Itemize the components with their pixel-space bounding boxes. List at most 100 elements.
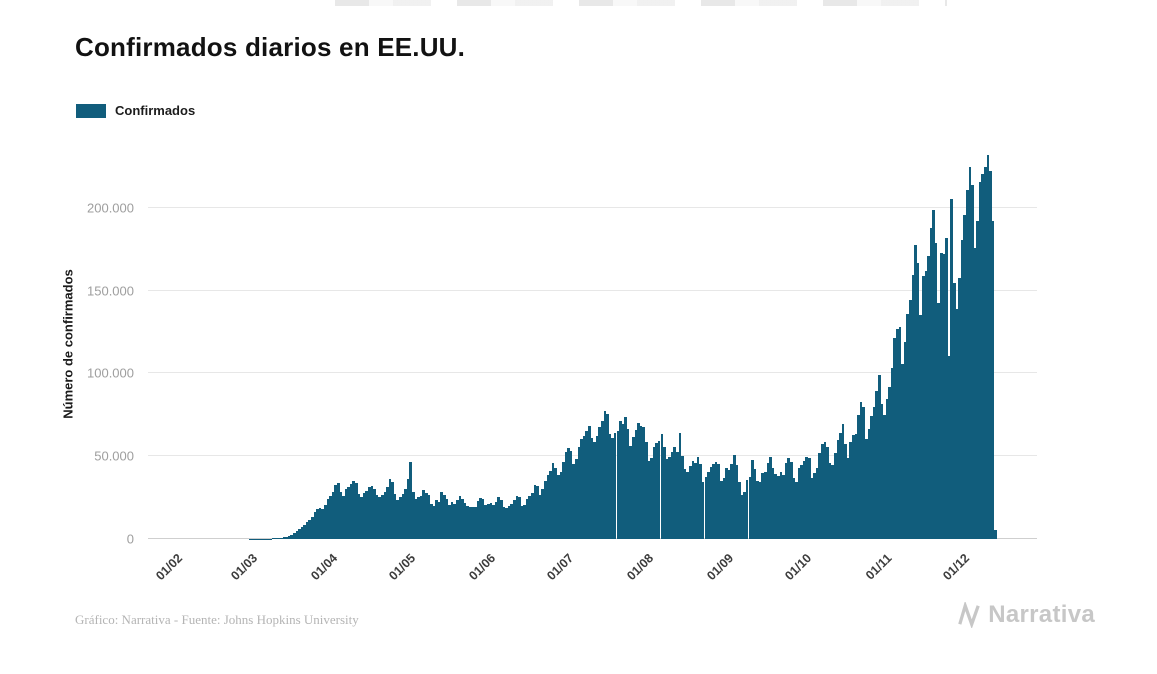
brand-logo: Narrativa (956, 601, 1095, 629)
bar (634, 430, 638, 539)
bar (303, 525, 306, 539)
bar (893, 337, 897, 539)
bar (810, 478, 814, 539)
bar (500, 499, 503, 539)
bar (691, 460, 695, 539)
bar (774, 474, 777, 539)
bar (613, 432, 617, 539)
bar (800, 465, 803, 539)
bar (681, 455, 684, 539)
bar (512, 500, 516, 539)
bar (743, 491, 746, 539)
bar (386, 486, 389, 539)
gridline (148, 206, 1037, 208)
bar (986, 155, 990, 539)
bar (665, 459, 669, 539)
bar (663, 447, 666, 539)
bar (676, 452, 679, 539)
bar (608, 434, 612, 539)
bar (849, 441, 853, 539)
bar (952, 282, 956, 539)
bar (567, 447, 570, 539)
bar (321, 508, 324, 539)
legend-label: Confirmados (115, 103, 196, 118)
bar (344, 489, 348, 539)
bar (497, 497, 500, 539)
bar (673, 446, 677, 539)
bar (776, 475, 780, 539)
bar (696, 457, 700, 539)
bar (528, 496, 532, 539)
bar (732, 455, 736, 539)
bar (476, 500, 480, 539)
bar (489, 503, 493, 539)
bar (823, 441, 827, 539)
bar (585, 430, 589, 539)
bar (362, 493, 366, 539)
bar (787, 457, 790, 539)
bar (588, 425, 591, 539)
bar (833, 452, 837, 539)
bar (955, 308, 959, 539)
bar (536, 485, 539, 539)
bar (577, 446, 581, 539)
bar (523, 505, 526, 539)
bar (769, 456, 772, 539)
bar (686, 471, 689, 539)
bar (624, 417, 627, 539)
bar (748, 476, 752, 539)
bar (456, 499, 459, 539)
bar (404, 489, 407, 539)
bar (714, 461, 718, 539)
bar (921, 276, 925, 539)
bar (971, 185, 974, 539)
bar (753, 469, 757, 539)
y-tick-label: 200.000 (87, 200, 134, 216)
bar (331, 492, 335, 539)
bar (450, 502, 454, 539)
bar (419, 495, 423, 539)
bar (619, 421, 622, 539)
bar (916, 263, 920, 539)
bar (877, 374, 881, 539)
top-edge-artifact (335, 0, 947, 6)
bar (688, 465, 692, 539)
bar (479, 498, 482, 539)
bar (968, 167, 972, 539)
bar (795, 482, 798, 539)
bar (474, 507, 477, 539)
bar (735, 465, 739, 539)
bar (285, 537, 288, 539)
bar (287, 536, 291, 539)
bar (510, 503, 513, 539)
bar (427, 495, 431, 539)
bar (927, 256, 930, 539)
bar (518, 497, 521, 539)
bar (632, 437, 635, 539)
bar (463, 503, 467, 539)
bar (828, 463, 832, 539)
bar (950, 198, 953, 539)
bar (934, 243, 938, 539)
bar (432, 505, 436, 539)
bar (352, 480, 356, 539)
bar (740, 495, 744, 539)
bar (683, 469, 687, 539)
bar (471, 506, 475, 539)
bar (875, 390, 878, 539)
bar (784, 463, 788, 539)
bar (836, 440, 840, 539)
bar (406, 479, 410, 539)
bar (805, 456, 809, 539)
bar (336, 483, 340, 539)
bar (660, 433, 664, 539)
bar (764, 472, 767, 539)
bar (370, 485, 374, 539)
bar (839, 432, 842, 539)
bar (355, 482, 358, 539)
source-credit: Gráfico: Narrativa - Fuente: Johns Hopki… (75, 612, 359, 627)
bar (841, 423, 845, 539)
bar (492, 504, 495, 539)
bar (414, 499, 418, 539)
bar (365, 490, 368, 539)
